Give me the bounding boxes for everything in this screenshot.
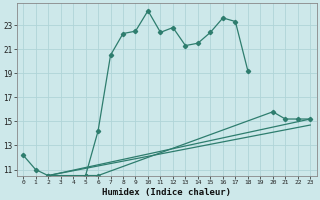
X-axis label: Humidex (Indice chaleur): Humidex (Indice chaleur) <box>102 188 231 197</box>
